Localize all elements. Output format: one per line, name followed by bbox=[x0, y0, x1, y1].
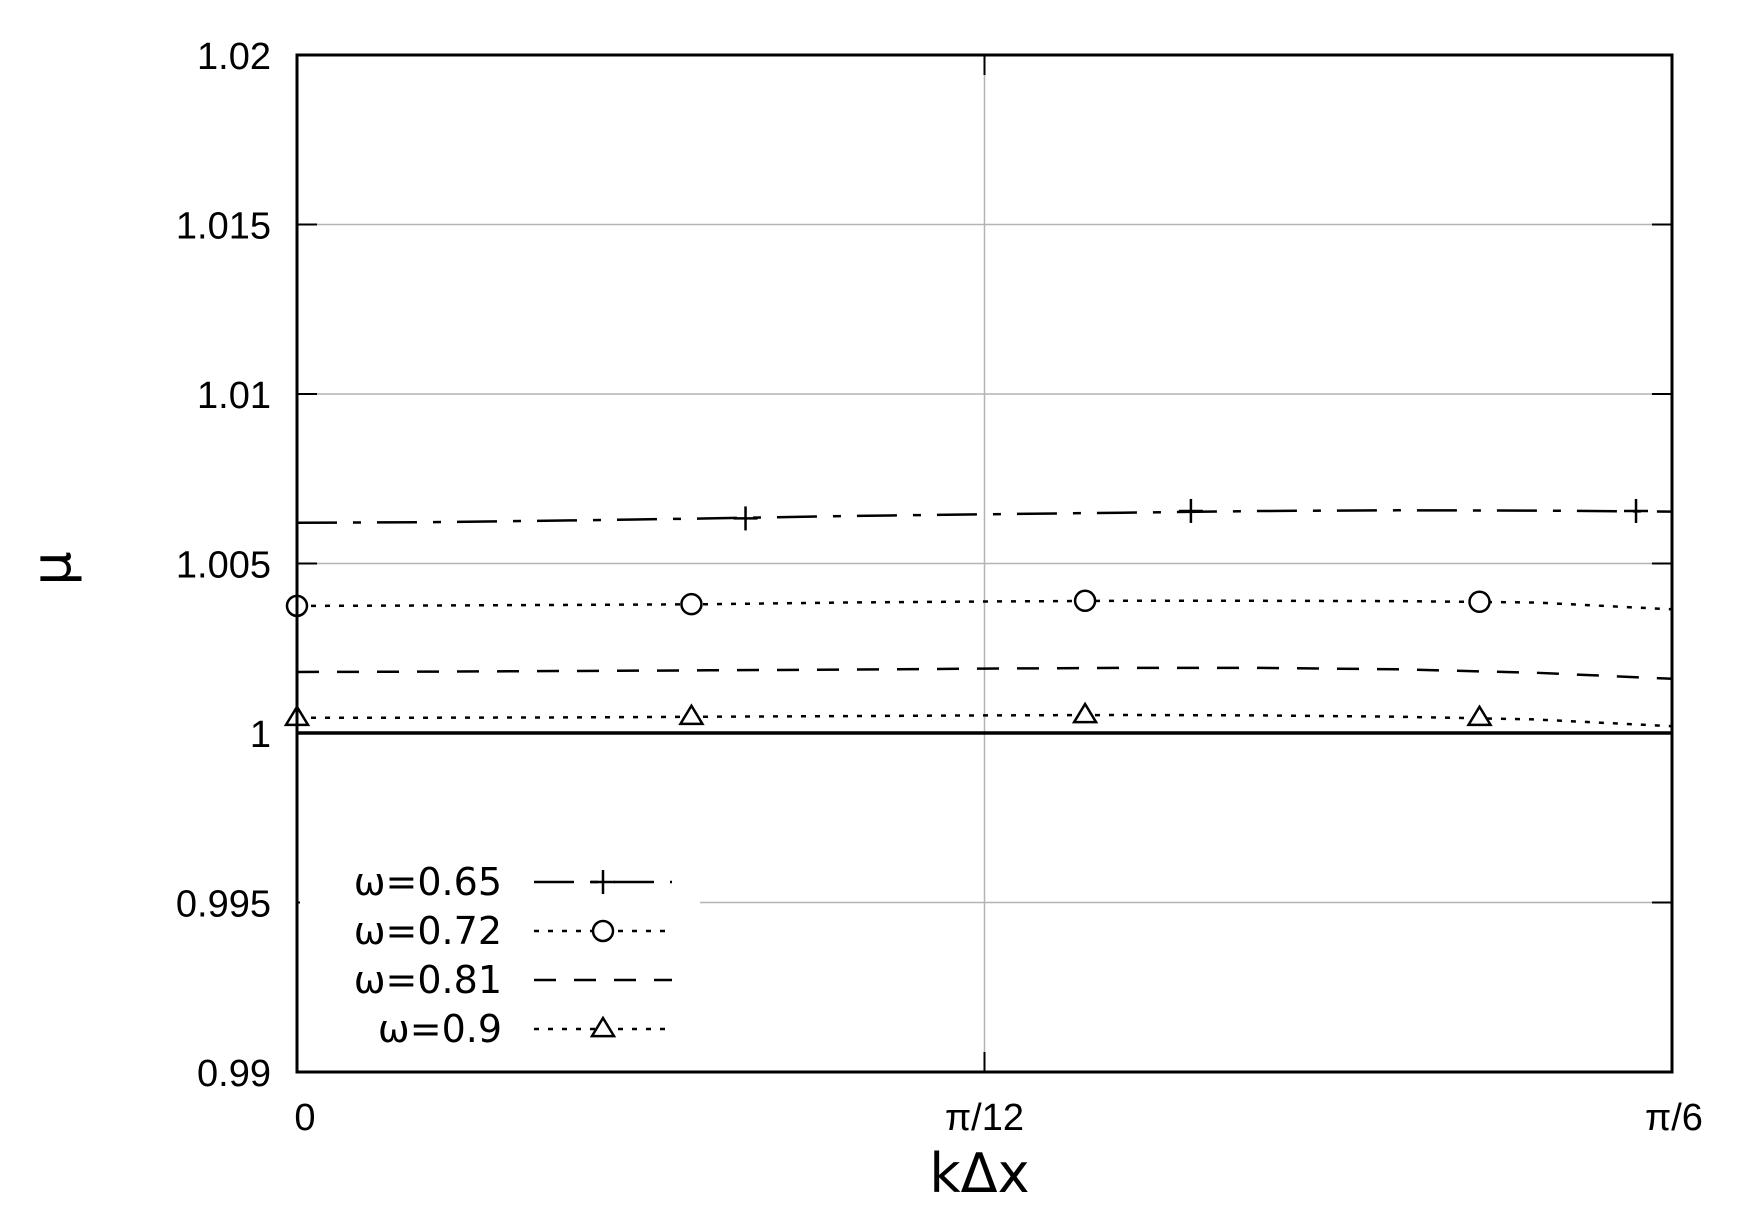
legend-label-2: ω=0.72 bbox=[354, 909, 502, 953]
series-line-4 bbox=[297, 713, 1673, 728]
legend-label-4: ω=0.9 bbox=[378, 1007, 502, 1051]
legend-box bbox=[300, 845, 700, 1055]
series-2-marker bbox=[680, 592, 703, 616]
legend-marker-4 bbox=[589, 1015, 617, 1038]
series-2-marker bbox=[1468, 590, 1491, 614]
x-tick-label: π/12 bbox=[945, 1097, 1024, 1139]
series-2-marker bbox=[1073, 589, 1097, 613]
series-1-marker bbox=[1178, 498, 1203, 523]
legend-label-1: ω=0.65 bbox=[354, 860, 502, 904]
y-tick-label: 1.02 bbox=[197, 36, 271, 78]
legend-label-3: ω=0.81 bbox=[354, 958, 502, 1002]
series-1-marker bbox=[733, 506, 758, 531]
y-tick-label: 0.995 bbox=[176, 884, 271, 926]
series-4-marker bbox=[1071, 701, 1099, 724]
legend: ω=0.65 ω=0.72 ω=0.81 ω=0.9 bbox=[354, 860, 672, 1051]
y-tick-label: 1.01 bbox=[197, 375, 271, 417]
legend-marker-1 bbox=[591, 870, 615, 894]
plot-frame bbox=[295, 53, 1674, 1074]
x-tick-label: π/6 bbox=[1645, 1097, 1703, 1139]
series-1-marker bbox=[1624, 498, 1649, 523]
series-line-1 bbox=[296, 509, 1673, 525]
series-line-3 bbox=[296, 666, 1673, 681]
series-layer bbox=[283, 498, 1673, 728]
series-line-2 bbox=[296, 599, 1673, 611]
y-tick-label: 1.015 bbox=[176, 206, 271, 248]
tick-labels: 0.99 0.995 1 1.005 1.01 1.015 1.02 0 π/12 π/6 bbox=[176, 36, 1703, 1139]
y-axis-label: μ bbox=[20, 551, 83, 585]
x-axis-label: kΔx bbox=[929, 1142, 1029, 1205]
y-tick-label: 0.99 bbox=[197, 1053, 271, 1095]
series-4-marker bbox=[678, 703, 705, 726]
x-tick-label: 0 bbox=[294, 1097, 315, 1139]
series-4-marker bbox=[1466, 704, 1493, 727]
y-tick-label: 1 bbox=[250, 714, 271, 756]
legend-marker-2 bbox=[591, 919, 615, 943]
y-tick-label: 1.005 bbox=[176, 545, 271, 587]
